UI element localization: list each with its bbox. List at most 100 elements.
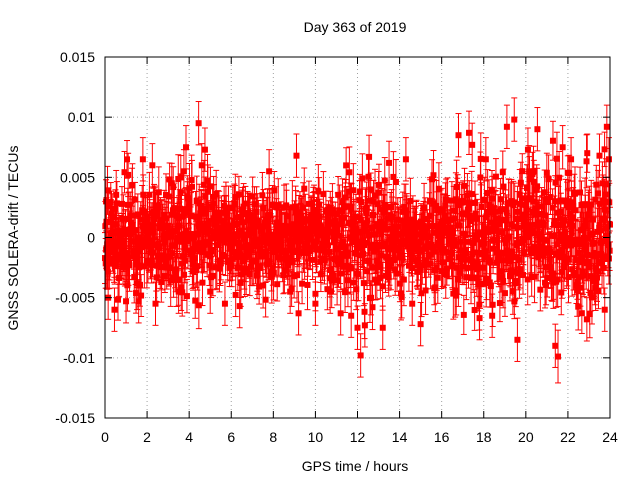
data-marker	[171, 242, 178, 249]
data-marker	[343, 162, 350, 169]
data-marker	[183, 293, 190, 300]
data-marker	[439, 259, 446, 266]
data-marker	[121, 259, 128, 266]
data-marker	[292, 225, 299, 232]
data-marker	[105, 203, 112, 210]
data-marker	[282, 253, 289, 260]
data-marker	[188, 183, 195, 190]
data-marker	[162, 259, 169, 266]
data-marker	[262, 252, 269, 259]
data-marker	[124, 156, 131, 163]
data-marker	[335, 191, 342, 198]
data-marker	[187, 213, 194, 220]
data-marker	[138, 237, 145, 244]
data-marker	[137, 262, 144, 269]
data-marker	[155, 189, 162, 196]
data-marker	[173, 238, 180, 245]
data-marker	[281, 267, 288, 274]
data-marker	[358, 199, 365, 206]
data-point	[177, 155, 184, 200]
data-marker	[144, 218, 151, 225]
data-marker	[158, 264, 165, 271]
data-marker	[290, 221, 297, 228]
data-marker	[172, 270, 179, 277]
data-marker	[167, 277, 174, 284]
data-marker	[430, 172, 437, 179]
data-marker	[304, 281, 311, 288]
data-point	[183, 278, 190, 314]
data-marker	[204, 188, 211, 195]
data-marker	[359, 175, 366, 182]
data-marker	[153, 274, 160, 281]
data-marker	[264, 261, 271, 268]
data-marker	[442, 271, 449, 278]
data-marker	[296, 237, 303, 244]
data-point	[188, 159, 195, 214]
data-marker	[121, 169, 128, 176]
data-marker	[155, 204, 162, 211]
data-marker	[161, 211, 168, 218]
data-marker	[181, 210, 188, 217]
data-marker	[251, 230, 258, 237]
data-marker	[257, 263, 264, 270]
data-marker	[222, 253, 229, 260]
data-marker	[299, 280, 306, 287]
data-marker	[205, 220, 212, 227]
data-marker	[125, 215, 132, 222]
data-marker	[152, 210, 159, 217]
data-marker	[166, 228, 173, 235]
data-marker	[185, 247, 192, 254]
data-marker	[229, 255, 236, 262]
data-marker	[270, 269, 277, 276]
data-marker	[275, 254, 282, 261]
data-marker	[134, 211, 141, 218]
data-marker	[130, 212, 137, 219]
data-marker	[282, 228, 289, 235]
data-marker	[262, 296, 269, 303]
data-marker	[181, 271, 188, 278]
data-marker	[207, 183, 214, 190]
data-marker	[131, 196, 138, 203]
data-marker	[240, 203, 247, 210]
data-marker	[177, 174, 184, 181]
data-marker	[190, 260, 197, 267]
data-marker	[121, 238, 128, 245]
data-marker	[140, 209, 147, 216]
data-marker	[367, 186, 374, 193]
data-marker	[159, 223, 166, 230]
data-marker	[300, 204, 307, 211]
data-marker	[217, 229, 224, 236]
data-marker	[216, 214, 223, 221]
data-marker	[236, 240, 243, 247]
data-marker	[198, 202, 205, 209]
data-marker	[211, 200, 218, 207]
data-marker	[274, 281, 281, 288]
data-marker	[239, 211, 246, 218]
data-marker	[228, 235, 235, 242]
data-marker	[260, 282, 267, 289]
data-marker	[289, 204, 296, 211]
data-marker	[229, 205, 236, 212]
data-marker	[262, 248, 269, 255]
data-marker	[176, 231, 183, 238]
data-marker	[148, 224, 155, 231]
data-marker	[243, 266, 250, 273]
data-marker	[249, 193, 256, 200]
data-marker	[209, 272, 216, 279]
data-marker	[164, 234, 171, 241]
data-marker	[252, 258, 259, 265]
data-marker	[200, 249, 207, 256]
data-marker	[128, 222, 135, 229]
data-marker	[113, 191, 120, 198]
data-marker	[379, 283, 386, 290]
data-marker	[129, 238, 136, 245]
data-marker	[140, 191, 147, 198]
data-points	[102, 97, 613, 384]
data-marker	[193, 267, 200, 274]
data-marker	[203, 205, 210, 212]
data-marker	[112, 205, 119, 212]
data-marker	[234, 264, 241, 271]
data-marker	[202, 193, 209, 200]
data-marker	[132, 255, 139, 262]
data-marker	[129, 181, 136, 188]
